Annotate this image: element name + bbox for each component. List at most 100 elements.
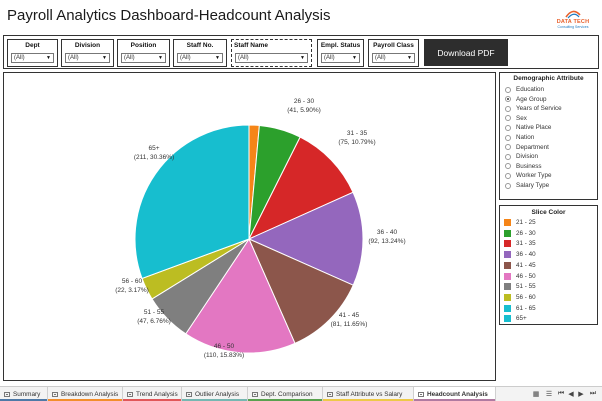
pie-slice-label: 51 - 55	[144, 309, 165, 316]
radio-option[interactable]: Years of Service	[505, 104, 562, 113]
legend-item[interactable]: 36 - 40	[504, 250, 536, 259]
sheet-tab-bar: Summary Breakdown Analysis Trend Analysis O…	[0, 386, 602, 401]
filter-dropdown[interactable]: (All) ▼	[177, 53, 223, 63]
legend-swatch	[504, 261, 511, 269]
radio-label: Sex	[516, 114, 527, 122]
legend-item[interactable]: 41 - 45	[504, 261, 536, 270]
tab-color-underline	[182, 399, 247, 401]
radio-button[interactable]	[505, 134, 511, 141]
radio-button[interactable]	[505, 153, 511, 160]
legend-label: 56 - 60	[516, 293, 536, 301]
dropdown-arrow-icon: ▼	[102, 55, 107, 61]
legend-swatch	[504, 251, 511, 259]
radio-button[interactable]	[505, 96, 511, 103]
sheet-tab-label: Headcount Analysis	[427, 390, 488, 398]
radio-option[interactable]: Department	[505, 143, 549, 152]
radio-option[interactable]: Sex	[505, 114, 527, 123]
radio-option[interactable]: Salary Type	[505, 181, 549, 190]
tab-color-underline	[123, 399, 181, 401]
legend-item[interactable]: 21 - 25	[504, 218, 536, 227]
pie-slice[interactable]	[247, 136, 354, 241]
filter-value: (All)	[14, 55, 25, 61]
grid-view-icon[interactable]: ▦	[532, 391, 540, 398]
filter-staff-no[interactable]: Staff No. (All) ▼	[173, 39, 227, 67]
filter-value: (All)	[324, 55, 335, 61]
pie-slice[interactable]	[247, 191, 364, 286]
filter-value: (All)	[68, 55, 79, 61]
pie-slice-label: (75, 10.79%)	[338, 139, 375, 146]
sheet-tab[interactable]: Staff Attribute vs Salary	[323, 387, 414, 401]
sheet-icon	[4, 391, 10, 397]
radio-option[interactable]: Age Group	[505, 95, 546, 104]
pie-slice[interactable]	[134, 124, 250, 280]
logo-text: DATA TECH	[556, 19, 590, 25]
radio-option[interactable]: Worker Type	[505, 171, 551, 180]
pie-slice-label: 56 - 60	[122, 278, 143, 285]
filter-dropdown[interactable]: (All) ▼	[121, 53, 166, 63]
first-sheet-icon[interactable]: ⏮	[557, 390, 565, 397]
legend-item[interactable]: 61 - 65	[504, 304, 536, 313]
filter-dropdown[interactable]: (All) ▼	[321, 53, 360, 63]
radio-label: Salary Type	[516, 182, 550, 189]
radio-label: Age Group	[516, 95, 547, 103]
radio-button[interactable]	[505, 115, 511, 122]
legend-label: 36 - 40	[516, 251, 536, 259]
legend-item[interactable]: 46 - 50	[504, 272, 536, 281]
legend-item[interactable]: 26 - 30	[504, 229, 536, 238]
radio-option[interactable]: Native Place	[505, 123, 551, 132]
pie-slice-label: (211, 30.36%)	[134, 154, 174, 161]
filter-position[interactable]: Position (All) ▼	[117, 39, 170, 67]
sheet-tab[interactable]: Breakdown Analysis	[48, 387, 123, 401]
prev-sheet-icon[interactable]: ◀	[568, 391, 574, 398]
last-sheet-icon[interactable]: ⏭	[589, 390, 597, 397]
legend-swatch	[504, 283, 511, 291]
pie-slice-label: (41, 5.90%)	[287, 107, 321, 114]
dropdown-arrow-icon: ▼	[300, 55, 305, 61]
filter-dropdown[interactable]: (All) ▼	[65, 53, 110, 63]
sheet-tab[interactable]: Summary	[0, 387, 48, 401]
radio-button[interactable]	[505, 144, 511, 151]
tab-color-underline	[0, 399, 47, 401]
sheet-tab[interactable]: Dept. Comparison	[248, 387, 323, 401]
radio-button[interactable]	[505, 182, 511, 189]
radio-button[interactable]	[505, 124, 511, 131]
sheet-tab[interactable]: Headcount Analysis	[414, 387, 496, 401]
radio-button[interactable]	[505, 163, 511, 170]
list-view-icon[interactable]: ☰	[545, 391, 553, 398]
radio-option[interactable]: Education	[505, 85, 544, 94]
filter-staff-name[interactable]: Staff Name (All) ▼	[231, 39, 312, 67]
tab-color-underline	[248, 399, 322, 401]
legend-item[interactable]: 51 - 55	[504, 282, 536, 291]
sheet-icon	[52, 391, 58, 397]
filter-payroll-class[interactable]: Payroll Class (All) ▼	[368, 39, 419, 67]
filter-value: (All)	[124, 55, 135, 61]
download-pdf-button[interactable]: Download PDF	[424, 39, 508, 66]
sheet-tab[interactable]: Trend Analysis	[123, 387, 182, 401]
radio-button[interactable]	[505, 105, 511, 112]
pie-slice[interactable]	[185, 237, 296, 354]
radio-button[interactable]	[505, 86, 511, 93]
radio-button[interactable]	[505, 172, 511, 179]
legend-swatch	[504, 272, 511, 280]
filter-empl-status[interactable]: Empl. Status (All) ▼	[317, 39, 364, 67]
pie-slice[interactable]	[248, 238, 354, 344]
sheet-tab[interactable]: Outlier Analysis	[182, 387, 248, 401]
pie-slice-label: 26 - 30	[294, 98, 315, 105]
radio-option[interactable]: Nation	[505, 133, 534, 142]
radio-option[interactable]: Business	[505, 162, 542, 171]
sheet-icon	[418, 391, 424, 397]
legend-item[interactable]: 56 - 60	[504, 293, 536, 302]
sheet-tab-label: Dept. Comparison	[261, 390, 313, 398]
legend-item[interactable]: 65+	[504, 314, 527, 323]
radio-option[interactable]: Division	[505, 152, 538, 161]
filter-dropdown[interactable]: (All) ▼	[11, 53, 54, 63]
filter-label: Position	[130, 42, 157, 49]
filter-dropdown[interactable]: (All) ▼	[235, 53, 308, 63]
filter-dropdown[interactable]: (All) ▼	[372, 53, 415, 63]
sheet-tab-label: Summary	[13, 390, 41, 398]
legend-item[interactable]: 31 - 35	[504, 239, 536, 248]
filter-dept[interactable]: Dept (All) ▼	[7, 39, 58, 67]
next-sheet-icon[interactable]: ▶	[578, 391, 584, 398]
filter-division[interactable]: Division (All) ▼	[61, 39, 114, 67]
legend-swatch	[504, 304, 511, 312]
